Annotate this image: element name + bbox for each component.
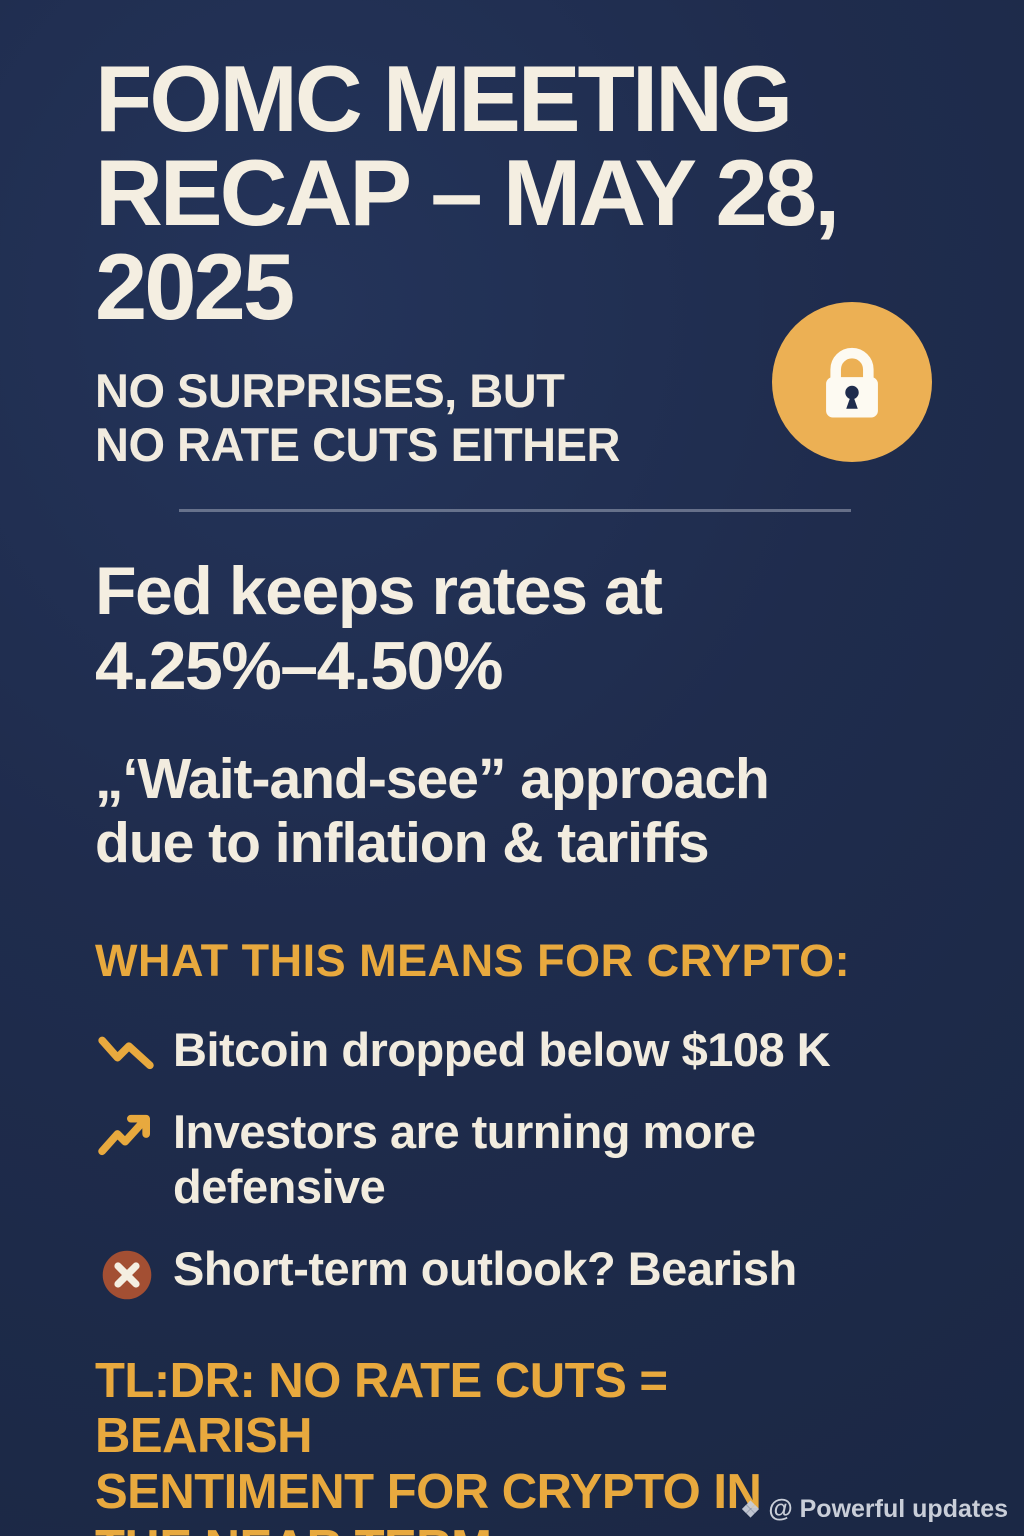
divider: [178, 509, 851, 513]
rates-line-1: Fed keeps rates at: [95, 553, 663, 630]
x-circle-icon: [95, 1248, 159, 1302]
lock-icon: [804, 332, 900, 433]
crypto-section-heading: WHAT THIS MEANS FOR CRYPTO:: [95, 935, 851, 987]
tldr-line-2: SENTIMENT FOR CRYPTO IN: [95, 1465, 762, 1520]
watermark: ❖ @ Powerful updates: [741, 1495, 1008, 1524]
title-line-2: RECAP – MAY 28, 2025: [95, 140, 840, 339]
rates-statement: Fed keeps rates at 4.25%–4.50%: [95, 554, 934, 704]
title-line-1: FOMC MEETING: [95, 46, 793, 151]
tldr-line-3: THE NEAR TERM: [95, 1521, 895, 1536]
list-item: Short-term outlook? Bearish: [95, 1242, 934, 1302]
page-subtitle: NO SURPRISES, BUT NO RATE CUTS EITHER: [95, 364, 735, 471]
lock-badge: [772, 302, 932, 462]
approach-line-2: due to inflation & tariffs: [95, 810, 710, 875]
uptrend-icon: [95, 1111, 159, 1157]
subtitle-line-2: NO RATE CUTS EITHER: [95, 417, 620, 471]
diamond-icon: ❖: [740, 1496, 761, 1522]
bullet-text: Short-term outlook? Bearish: [173, 1241, 797, 1295]
crypto-bullet-list: Bitcoin dropped below $108 K Investors a…: [95, 1023, 934, 1301]
tldr-statement: TL:DR: NO RATE CUTS = BEARISH SENTIMENT …: [95, 1354, 895, 1536]
subtitle-line-1: NO SURPRISES, BUT: [95, 364, 565, 417]
tldr-line-1: TL:DR: NO RATE CUTS = BEARISH: [95, 1353, 668, 1464]
watermark-text: @ Powerful updates: [768, 1495, 1008, 1523]
downtrend-icon: [95, 1029, 159, 1071]
list-item: Bitcoin dropped below $108 K: [95, 1023, 934, 1077]
bullet-text: Investors are turning more defensive: [173, 1105, 756, 1213]
page-title: FOMC MEETING RECAP – MAY 28, 2025: [95, 52, 934, 334]
approach-statement: „‘Wait-and-see” approach due to inflatio…: [95, 746, 934, 876]
approach-line-1: „‘Wait-and-see” approach: [95, 746, 770, 811]
list-item: Investors are turning more defensive: [95, 1105, 934, 1213]
rates-line-2: 4.25%–4.50%: [95, 627, 503, 704]
bullet-text: Bitcoin dropped below $108 K: [173, 1023, 831, 1077]
